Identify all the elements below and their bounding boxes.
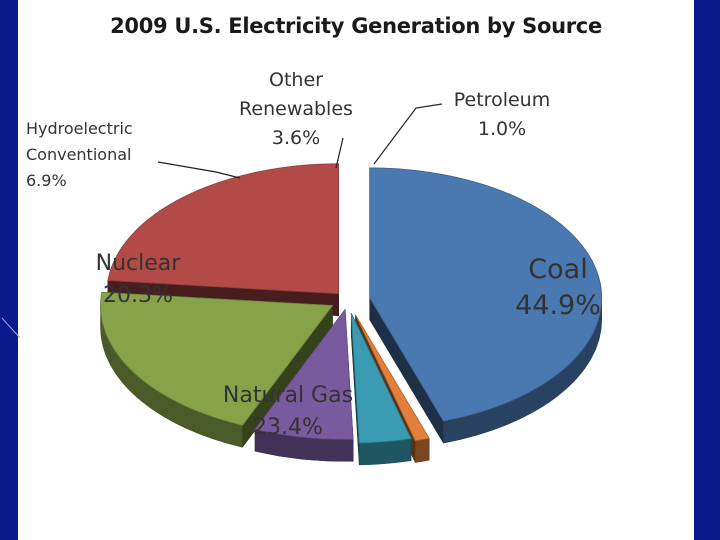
value-label-petroleum: 1.0% xyxy=(478,118,526,140)
name-label-natural-gas-0: Natural Gas xyxy=(223,383,353,408)
chart-card: 2009 U.S. Electricity Generation by Sour… xyxy=(18,0,694,540)
slice-natural-gas xyxy=(107,163,340,295)
value-label-natural-gas: 23.4% xyxy=(253,415,323,440)
name-label-hydroelectric-conventional-1: Conventional xyxy=(26,145,131,164)
value-label-hydroelectric-conventional: 6.9% xyxy=(26,171,67,190)
value-label-nuclear: 20.3% xyxy=(103,283,173,308)
slice-wall-petroleum xyxy=(414,437,430,463)
leader-petroleum xyxy=(373,103,443,165)
leader-hydroelectric-conventional xyxy=(157,161,241,179)
chart-title: 2009 U.S. Electricity Generation by Sour… xyxy=(110,14,602,38)
name-label-coal-0: Coal xyxy=(528,254,587,285)
value-label-coal: 44.9% xyxy=(515,290,601,321)
slice-nuclear xyxy=(100,291,334,426)
slide-decoration xyxy=(1,317,21,339)
leader-other-renewables xyxy=(335,137,344,169)
value-label-other-renewables: 3.6% xyxy=(272,127,320,149)
slice-petroleum xyxy=(355,314,430,441)
pie-chart: Coal 44.9% Petroleum 1.0% Other Renewables 3.6… xyxy=(26,69,603,466)
name-label-petroleum-0: Petroleum xyxy=(454,89,550,111)
name-label-nuclear-0: Nuclear xyxy=(96,251,182,276)
name-label-other-renewables-0: Other xyxy=(269,69,323,91)
slice-hydroelectric-conventional xyxy=(254,308,354,440)
slice-coal xyxy=(369,167,603,422)
name-label-other-renewables-1: Renewables xyxy=(239,98,353,120)
name-label-hydroelectric-conventional-0: Hydroelectric xyxy=(26,119,133,138)
slice-other-renewables xyxy=(350,312,412,444)
